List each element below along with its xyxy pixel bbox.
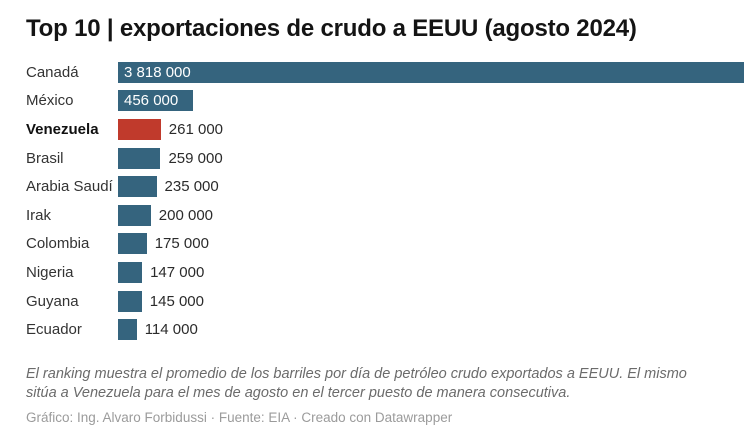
category-label: México bbox=[26, 92, 74, 110]
bar bbox=[118, 204, 151, 226]
bar-track: 200 000 bbox=[118, 204, 744, 226]
chart-row: Colombia 175 000 bbox=[26, 230, 744, 259]
chart-row: Ecuador 114 000 bbox=[26, 315, 744, 344]
category-label: Arabia Saudí bbox=[26, 178, 113, 196]
bar-track: 145 000 bbox=[118, 290, 744, 312]
value-label: 261 000 bbox=[168, 120, 224, 138]
value-label: 3 818 000 bbox=[124, 63, 191, 81]
value-label: 114 000 bbox=[144, 321, 198, 339]
chart-row: Irak 200 000 bbox=[26, 201, 744, 230]
bar: 3 818 000 bbox=[118, 61, 744, 83]
category-label: Irak bbox=[26, 206, 52, 224]
bar-track: 175 000 bbox=[118, 233, 744, 255]
category-label: Guyana bbox=[26, 292, 79, 310]
bar-chart: Canadá 3 818 000 México 456 000 Venezuela 261… bbox=[26, 58, 744, 344]
chart-row: Guyana 145 000 bbox=[26, 287, 744, 316]
bar bbox=[118, 261, 143, 283]
bar-track: 456 000 bbox=[118, 90, 744, 112]
bar-highlighted bbox=[118, 118, 161, 140]
category-label: Colombia bbox=[26, 235, 90, 253]
chart-row: Brasil 259 000 bbox=[26, 144, 744, 173]
value-label: 200 000 bbox=[158, 206, 214, 224]
value-label: 235 000 bbox=[164, 178, 219, 196]
bar: 456 000 bbox=[118, 90, 193, 112]
bar-track: 114 000 bbox=[118, 319, 744, 341]
chart-row: Nigeria 147 000 bbox=[26, 258, 744, 287]
bar-track: 3 818 000 bbox=[118, 61, 744, 83]
category-label: Brasil bbox=[26, 149, 64, 167]
bar bbox=[118, 147, 161, 169]
bar bbox=[118, 319, 137, 341]
bar-track: 147 000 bbox=[118, 261, 744, 283]
bar-track: 235 000 bbox=[118, 176, 744, 198]
value-label: 259 000 bbox=[168, 149, 223, 167]
category-label: Venezuela bbox=[26, 120, 99, 138]
bar bbox=[118, 233, 147, 255]
category-label: Ecuador bbox=[26, 321, 82, 339]
category-label: Canadá bbox=[26, 63, 79, 81]
bar bbox=[118, 290, 142, 312]
chart-row: México 456 000 bbox=[26, 87, 744, 116]
category-label: Nigeria bbox=[26, 263, 74, 281]
chart-attribution: Gráfico: Ing. Alvaro Forbidussi · Fuente… bbox=[26, 409, 453, 425]
value-label: 145 000 bbox=[149, 292, 204, 310]
value-label: 147 000 bbox=[150, 263, 205, 281]
bar-track: 259 000 bbox=[118, 147, 744, 169]
value-label: 175 000 bbox=[154, 235, 209, 253]
chart-title: Top 10 | exportaciones de crudo a EEUU (… bbox=[26, 15, 637, 42]
bar-track: 261 000 bbox=[118, 118, 744, 140]
chart-description: El ranking muestra el promedio de los ba… bbox=[26, 365, 687, 401]
chart-row: Arabia Saudí 235 000 bbox=[26, 172, 744, 201]
value-label: 456 000 bbox=[124, 92, 179, 110]
chart-row: Venezuela 261 000 bbox=[26, 115, 744, 144]
bar bbox=[118, 176, 157, 198]
chart-row: Canadá 3 818 000 bbox=[26, 58, 744, 87]
